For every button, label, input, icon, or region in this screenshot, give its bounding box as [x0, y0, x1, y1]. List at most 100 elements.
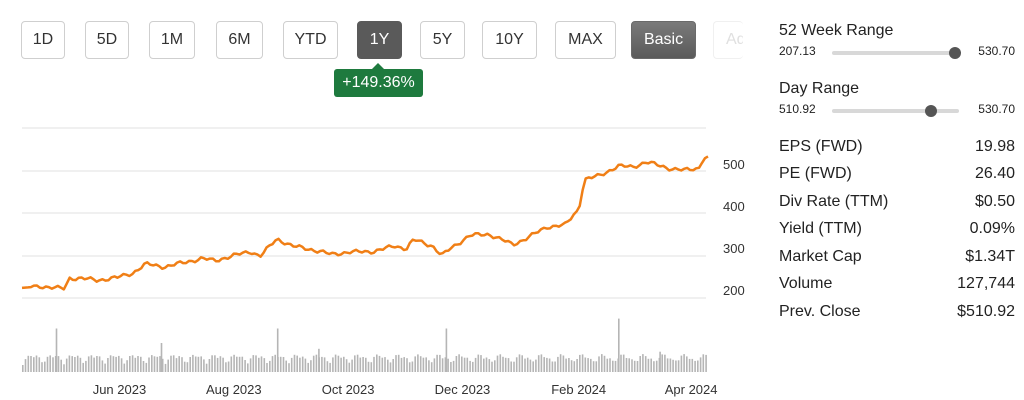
volume-bar: [414, 356, 416, 372]
volume-bar: [93, 357, 95, 372]
range-button-10y[interactable]: 10Y: [482, 21, 537, 59]
volume-bar: [46, 356, 49, 372]
volume-bar: [227, 361, 230, 372]
volume-bar: [483, 358, 485, 372]
range-button-1m[interactable]: 1M: [149, 21, 195, 59]
volume-bar: [208, 359, 211, 372]
stat-label: Market Cap: [779, 247, 862, 265]
volume-bar: [411, 361, 414, 372]
volume-bar: [148, 357, 150, 372]
advanced-mode-button[interactable]: Advanced: [713, 21, 743, 59]
range-button-5y[interactable]: 5Y: [420, 21, 465, 59]
volume-bar: [214, 355, 216, 372]
volume-bar: [205, 363, 208, 372]
volume-bar: [65, 358, 68, 372]
volume-bar: [329, 362, 331, 372]
x-tick-label: Apr 2024: [665, 382, 718, 397]
y-tick-label: 500: [723, 157, 745, 172]
volume-bar: [260, 356, 263, 372]
volume-bar: [41, 362, 43, 372]
volume-bar: [90, 355, 93, 372]
volume-bar: [24, 359, 27, 372]
volume-bar: [397, 354, 400, 372]
volume-bar: [450, 362, 452, 372]
volume-bar: [340, 357, 342, 372]
volume-bar: [384, 357, 386, 372]
volume-bar: [120, 358, 123, 372]
stat-label: Volume: [779, 275, 833, 293]
range-button-1d[interactable]: 1D: [21, 21, 65, 59]
volume-bar: [296, 355, 298, 372]
volume-bar: [200, 356, 202, 372]
volume-bar: [241, 356, 244, 372]
volume-bar: [609, 358, 611, 372]
volume-bar: [307, 362, 309, 372]
volume-bar: [222, 357, 224, 372]
volume-bar: [172, 355, 175, 372]
volume-bar: [705, 354, 707, 372]
chart-grid: [22, 127, 706, 299]
volume-bar: [87, 356, 90, 372]
volume-bar: [301, 356, 304, 372]
volume-bar: [63, 364, 65, 372]
basic-mode-button[interactable]: Basic: [631, 21, 696, 59]
volume-bar: [436, 354, 438, 372]
day-range-title: Day Range: [779, 80, 860, 97]
volume-bar: [79, 357, 82, 372]
volume-bar: [312, 355, 315, 372]
week52-track: [832, 47, 962, 59]
volume-bar: [408, 362, 411, 372]
range-button-max[interactable]: MAX: [555, 21, 616, 59]
volume-bar: [230, 356, 233, 372]
volume-bar: [540, 354, 543, 372]
volume-bar: [38, 357, 41, 372]
volume-bar: [485, 357, 488, 372]
range-button-6m[interactable]: 6M: [216, 21, 263, 59]
volume-bar: [612, 360, 614, 372]
volume-bar: [551, 361, 554, 372]
volume-bar: [107, 358, 109, 372]
volume-bar: [30, 356, 32, 372]
volume-bar: [343, 356, 345, 372]
range-button-ytd[interactable]: YTD: [283, 21, 338, 59]
volume-bar: [134, 357, 137, 372]
x-tick-label: Dec 2023: [435, 382, 491, 397]
volume-bar: [548, 358, 551, 372]
volume-bar: [197, 356, 200, 372]
stat-value: $0.50: [974, 192, 1015, 210]
volume-bar: [395, 355, 397, 372]
volume-bar: [488, 359, 491, 372]
volume-bar: [68, 355, 71, 372]
stat-value: 26.40: [974, 165, 1015, 183]
stat-row: Volume 127,744: [779, 271, 1015, 299]
range-button-5d[interactable]: 5D: [85, 21, 129, 59]
stat-value: 19.98: [974, 137, 1015, 155]
volume-bar: [376, 354, 378, 372]
volume-bar: [365, 357, 367, 372]
stat-label: Div Rate (TTM): [779, 192, 889, 210]
volume-bar: [189, 357, 191, 372]
volume-bar: [419, 356, 422, 372]
volume-bar: [650, 358, 652, 372]
volume-bar: [535, 359, 537, 372]
volume-bar: [458, 354, 460, 372]
volume-bar: [101, 360, 104, 372]
volume-bar: [274, 354, 276, 372]
volume-bar: [52, 357, 54, 372]
range-button-1y[interactable]: 1Y: [357, 21, 402, 59]
volume-bar: [131, 355, 134, 372]
price-line: [21, 155, 709, 291]
stat-label: Prev. Close: [779, 302, 861, 320]
volume-bar: [425, 357, 427, 372]
volume-bar: [175, 358, 178, 372]
volume-bar: [576, 359, 578, 372]
volume-bar: [27, 355, 30, 372]
volume-bar: [403, 357, 405, 372]
volume-bar: [370, 362, 373, 372]
volume-bar: [447, 358, 449, 372]
volume-bar: [466, 357, 469, 372]
volume-bar: [515, 357, 518, 372]
volume-bar: [618, 318, 620, 372]
volume-bar: [367, 361, 370, 372]
stat-label: PE (FWD): [779, 165, 852, 183]
